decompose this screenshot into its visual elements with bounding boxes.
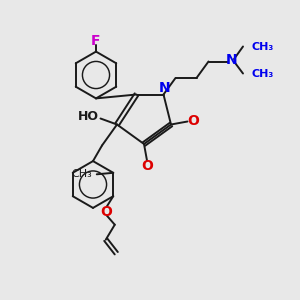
Text: CH₃: CH₃ bbox=[251, 41, 274, 52]
Text: HO: HO bbox=[78, 110, 99, 123]
Text: O: O bbox=[101, 206, 112, 219]
Text: N: N bbox=[159, 81, 171, 95]
Text: CH₃: CH₃ bbox=[251, 68, 274, 79]
Text: F: F bbox=[91, 34, 101, 48]
Text: O: O bbox=[188, 114, 200, 128]
Text: N: N bbox=[226, 53, 237, 67]
Text: O: O bbox=[141, 160, 153, 173]
Text: CH₃: CH₃ bbox=[71, 169, 92, 179]
